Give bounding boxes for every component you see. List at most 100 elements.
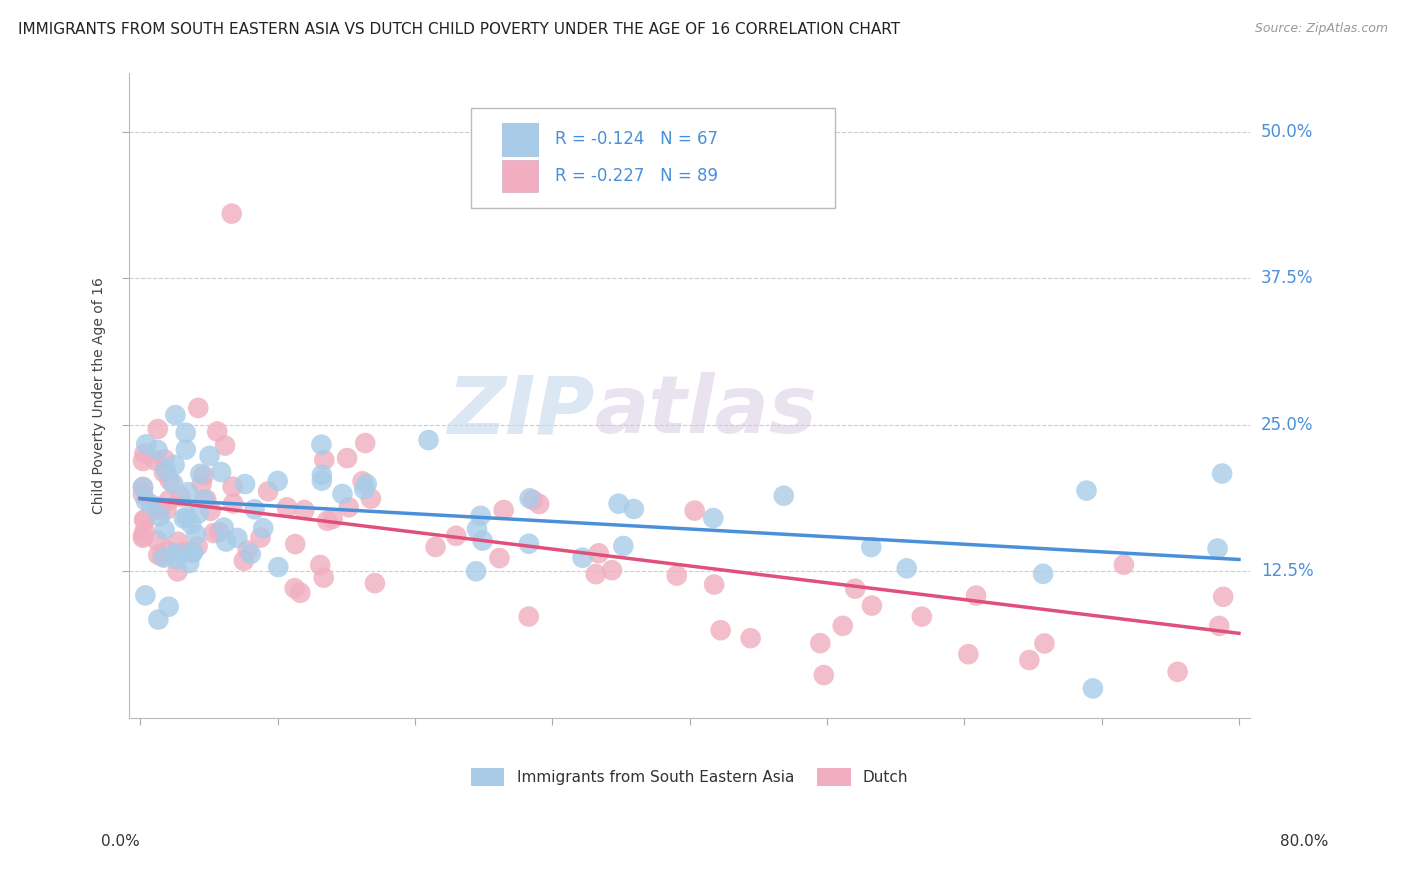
Point bbox=[612, 539, 634, 553]
Point bbox=[173, 511, 195, 525]
Point bbox=[221, 480, 243, 494]
Point bbox=[173, 544, 195, 558]
Point bbox=[134, 446, 156, 460]
Point bbox=[257, 484, 280, 499]
Point bbox=[352, 475, 374, 489]
Point bbox=[1212, 590, 1234, 604]
Point bbox=[571, 550, 593, 565]
Point bbox=[195, 492, 218, 507]
Text: 0.0%: 0.0% bbox=[101, 834, 141, 849]
Point bbox=[190, 477, 212, 491]
Point bbox=[703, 577, 725, 591]
Point bbox=[336, 451, 359, 466]
Point bbox=[174, 425, 197, 440]
Point bbox=[198, 449, 221, 463]
Point bbox=[360, 491, 382, 506]
Point bbox=[527, 497, 550, 511]
Point bbox=[267, 560, 290, 574]
Point bbox=[222, 496, 245, 510]
Point bbox=[153, 466, 176, 480]
Point bbox=[588, 546, 610, 560]
Point bbox=[311, 474, 333, 488]
Point bbox=[354, 436, 377, 450]
Point bbox=[444, 529, 467, 543]
Point bbox=[179, 556, 201, 570]
Point bbox=[239, 547, 262, 561]
Point bbox=[1206, 541, 1229, 556]
Point bbox=[132, 531, 155, 545]
Point bbox=[156, 543, 179, 558]
Text: 12.5%: 12.5% bbox=[1261, 562, 1313, 580]
Point bbox=[193, 492, 215, 507]
Point bbox=[181, 546, 204, 560]
Point bbox=[155, 463, 177, 477]
Point bbox=[146, 533, 169, 548]
Point bbox=[517, 537, 540, 551]
Point bbox=[702, 511, 724, 525]
Text: Source: ZipAtlas.com: Source: ZipAtlas.com bbox=[1254, 22, 1388, 36]
Point bbox=[193, 468, 215, 483]
Point bbox=[146, 500, 169, 515]
Point bbox=[166, 565, 188, 579]
Point bbox=[167, 534, 190, 549]
Point bbox=[860, 599, 883, 613]
Point bbox=[132, 513, 155, 527]
Point bbox=[517, 609, 540, 624]
Point bbox=[471, 533, 494, 548]
Point bbox=[772, 489, 794, 503]
Point bbox=[1032, 566, 1054, 581]
FancyBboxPatch shape bbox=[471, 109, 835, 209]
Point bbox=[957, 647, 980, 661]
Point bbox=[710, 624, 733, 638]
Point bbox=[165, 546, 187, 560]
Point bbox=[243, 502, 266, 516]
Point bbox=[146, 422, 169, 436]
Point bbox=[159, 473, 181, 487]
Point bbox=[209, 465, 232, 479]
Point bbox=[132, 454, 155, 468]
Point bbox=[465, 565, 488, 579]
Point bbox=[314, 453, 336, 467]
Point bbox=[311, 437, 333, 451]
Point bbox=[844, 582, 866, 596]
Point bbox=[311, 467, 333, 482]
Point bbox=[665, 568, 688, 582]
Point bbox=[425, 540, 447, 554]
Point bbox=[522, 492, 544, 507]
Point bbox=[1076, 483, 1098, 498]
Point bbox=[607, 497, 630, 511]
Point bbox=[180, 516, 202, 531]
Point bbox=[134, 524, 156, 538]
Point bbox=[202, 526, 225, 541]
Point bbox=[156, 502, 179, 516]
Point bbox=[139, 497, 162, 511]
Point bbox=[1033, 636, 1056, 650]
Point bbox=[169, 490, 191, 504]
Point bbox=[266, 474, 288, 488]
Point bbox=[146, 442, 169, 457]
Point bbox=[153, 452, 176, 467]
Point bbox=[157, 492, 180, 507]
FancyBboxPatch shape bbox=[502, 123, 538, 155]
Point bbox=[134, 513, 156, 527]
Point bbox=[683, 503, 706, 517]
Point bbox=[623, 502, 645, 516]
Point bbox=[312, 571, 335, 585]
Y-axis label: Child Poverty Under the Age of 16: Child Poverty Under the Age of 16 bbox=[93, 277, 107, 514]
Point bbox=[153, 523, 176, 537]
Point bbox=[187, 506, 209, 520]
Point bbox=[208, 524, 231, 539]
Point bbox=[1112, 558, 1135, 572]
Point bbox=[1167, 665, 1189, 679]
Point bbox=[177, 485, 200, 500]
Point bbox=[135, 493, 157, 508]
Point bbox=[252, 521, 274, 535]
Point bbox=[353, 483, 375, 497]
Point bbox=[322, 512, 344, 526]
Point bbox=[153, 550, 176, 565]
Point bbox=[132, 480, 155, 494]
Point bbox=[911, 609, 934, 624]
Point bbox=[740, 631, 762, 645]
Point bbox=[132, 480, 155, 494]
Point bbox=[284, 537, 307, 551]
